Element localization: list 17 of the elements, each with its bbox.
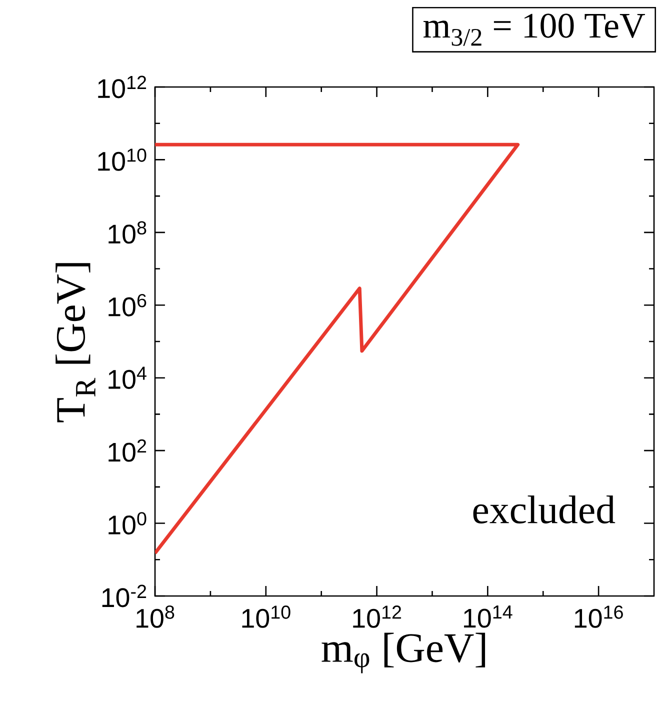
x-axis-title: m$_{φ}$ [GeV] <box>322 632 486 674</box>
x-tick-label: 10$^{12}$ <box>353 606 402 628</box>
x-tick-label: 10$^{10}$ <box>242 606 290 628</box>
x-tick-label: 10$^{8}$ <box>136 606 174 628</box>
y-tick-label: 10$^{6}$ <box>108 294 146 316</box>
y-tick-label: 10$^{12}$ <box>98 76 146 98</box>
y-tick-label: 10$^{0}$ <box>108 512 146 534</box>
x-tick-label: 10$^{16}$ <box>574 606 623 628</box>
y-tick-label: 10$^{4}$ <box>108 366 146 389</box>
y-tick-label: 10$^{2}$ <box>108 439 146 462</box>
y-axis-title: T$_{R}$ [GeV] <box>56 263 96 422</box>
y-tick-label: 10$^{-2}$ <box>102 584 146 608</box>
y-tick-label: 10$^{8}$ <box>108 221 146 244</box>
chart-title: m$_{3/2}$ = 100 TeV <box>423 14 645 46</box>
x-tick-label: 10$^{14}$ <box>464 606 512 628</box>
annotation: excluded <box>473 495 616 524</box>
y-tick-label: 10$^{10}$ <box>98 148 146 171</box>
